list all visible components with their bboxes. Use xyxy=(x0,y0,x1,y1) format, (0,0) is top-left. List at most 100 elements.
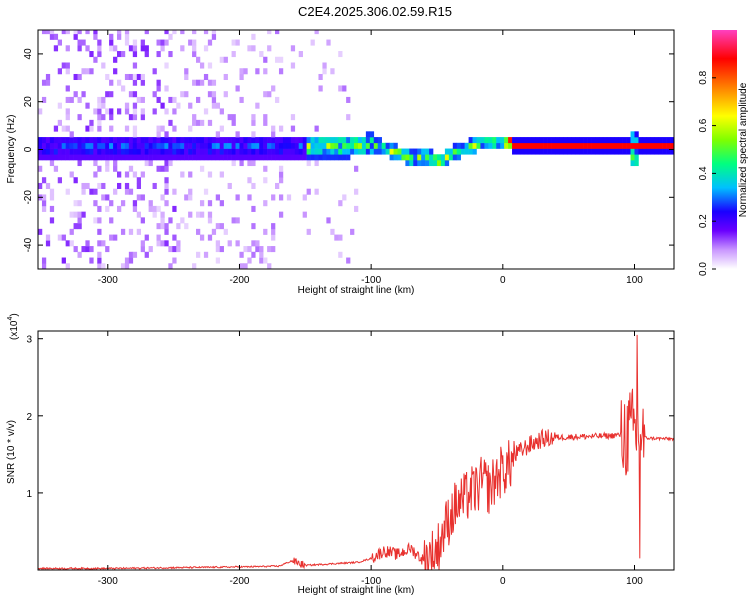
heatmap-cell xyxy=(93,154,98,161)
heatmap-cell xyxy=(160,217,165,224)
heatmap-cell xyxy=(484,142,489,149)
heatmap-cell xyxy=(180,137,185,144)
heatmap-cell xyxy=(231,154,236,161)
heatmap-cell xyxy=(89,137,94,144)
heatmap-cell xyxy=(263,142,268,149)
heatmap-cell xyxy=(227,240,232,247)
heatmap-cell xyxy=(105,91,110,98)
heatmap-cell xyxy=(140,171,145,178)
heatmap-cell xyxy=(318,148,323,155)
heatmap-cell xyxy=(500,137,505,144)
heatmap-cell xyxy=(338,137,343,144)
heatmap-cell xyxy=(559,148,564,155)
heatmap-cell xyxy=(160,165,165,172)
heatmap-cell xyxy=(140,45,145,52)
heatmap-cell xyxy=(263,91,268,98)
heatmap-cell xyxy=(626,137,631,144)
heatmap-cell xyxy=(551,142,556,149)
snr-scale-label: (x104) xyxy=(7,313,20,340)
heatmap-cell xyxy=(45,154,51,161)
heatmap-cell xyxy=(199,165,205,172)
heatmap-cell xyxy=(267,263,272,269)
x-tick-label: 0 xyxy=(500,576,506,587)
heatmap-cell xyxy=(535,142,540,149)
heatmap-cell xyxy=(211,228,217,235)
heatmap-cell xyxy=(81,148,86,155)
heatmap-cell xyxy=(144,51,149,58)
snr-scale-prefix: (x10 xyxy=(9,320,20,340)
heatmap-cell xyxy=(77,73,82,81)
heatmap-cell xyxy=(105,165,110,172)
heatmap-cell xyxy=(101,62,106,69)
heatmap-cell xyxy=(409,160,414,167)
heatmap-cell xyxy=(634,137,639,144)
heatmap-cell xyxy=(117,182,122,189)
heatmap-cell xyxy=(330,148,335,155)
heatmap-cell xyxy=(342,137,347,144)
heatmap-cell xyxy=(271,85,276,92)
heatmap-cell xyxy=(168,160,173,167)
heatmap-cell xyxy=(77,96,82,103)
heatmap-cell xyxy=(93,142,98,149)
heatmap-cell xyxy=(571,148,576,155)
heatmap-cell xyxy=(334,142,339,149)
heatmap-cell xyxy=(591,142,596,149)
heatmap-cell xyxy=(278,194,284,201)
heatmap-cell xyxy=(539,148,544,155)
heatmap-cell xyxy=(109,142,114,149)
heatmap-cell xyxy=(543,137,548,144)
heatmap-cell xyxy=(113,234,118,241)
heatmap-cell xyxy=(180,30,185,35)
heatmap-cell xyxy=(65,45,70,52)
heatmap-cell xyxy=(105,154,110,161)
heatmap-cell xyxy=(527,137,533,144)
heatmap-cell xyxy=(417,148,422,155)
heatmap-cell xyxy=(278,148,284,155)
heatmap-cell xyxy=(89,188,94,195)
heatmap-cell xyxy=(188,194,193,201)
heatmap-cell xyxy=(93,137,98,144)
heatmap-cell xyxy=(124,39,130,46)
heatmap-cell xyxy=(152,205,157,212)
heatmap-cell xyxy=(243,148,248,155)
heatmap-cell xyxy=(504,142,509,149)
heatmap-cell xyxy=(231,137,236,144)
heatmap-cell xyxy=(646,137,651,144)
heatmap-cell xyxy=(302,142,307,149)
heatmap-cell xyxy=(464,142,469,149)
heatmap-cell xyxy=(531,142,537,149)
heatmap-cell xyxy=(101,142,106,149)
heatmap-cell xyxy=(346,137,351,144)
heatmap-cell xyxy=(192,154,197,161)
heatmap-cell xyxy=(275,56,280,63)
heatmap-cell xyxy=(350,137,355,144)
heatmap-cell xyxy=(188,125,193,132)
heatmap-cell xyxy=(199,142,205,149)
heatmap-cell xyxy=(69,137,74,144)
heatmap-cell xyxy=(132,73,138,81)
heatmap-cell xyxy=(164,148,169,155)
heatmap-cell xyxy=(452,154,458,161)
heatmap-cell xyxy=(188,39,193,46)
heatmap-cell xyxy=(164,165,169,172)
heatmap-cell xyxy=(263,148,268,155)
heatmap-cell xyxy=(105,73,110,81)
heatmap-cell xyxy=(124,137,130,144)
heatmap-cell xyxy=(231,119,236,126)
heatmap-cell xyxy=(326,217,331,224)
heatmap-cell xyxy=(93,148,98,155)
heatmap-cell xyxy=(156,234,161,241)
heatmap-cell xyxy=(45,148,51,155)
heatmap-cell xyxy=(622,142,627,149)
heatmap-cell xyxy=(251,154,256,161)
heatmap-cell xyxy=(334,234,339,241)
heatmap-cell xyxy=(354,142,359,149)
heatmap-cell xyxy=(73,148,78,155)
heatmap-cell xyxy=(132,200,138,207)
heatmap-cell xyxy=(417,154,422,161)
heatmap-cell xyxy=(598,148,604,155)
heatmap-cell xyxy=(278,211,284,218)
heatmap-cell xyxy=(278,125,284,132)
heatmap-cell xyxy=(132,39,138,46)
heatmap-cell xyxy=(97,142,102,149)
